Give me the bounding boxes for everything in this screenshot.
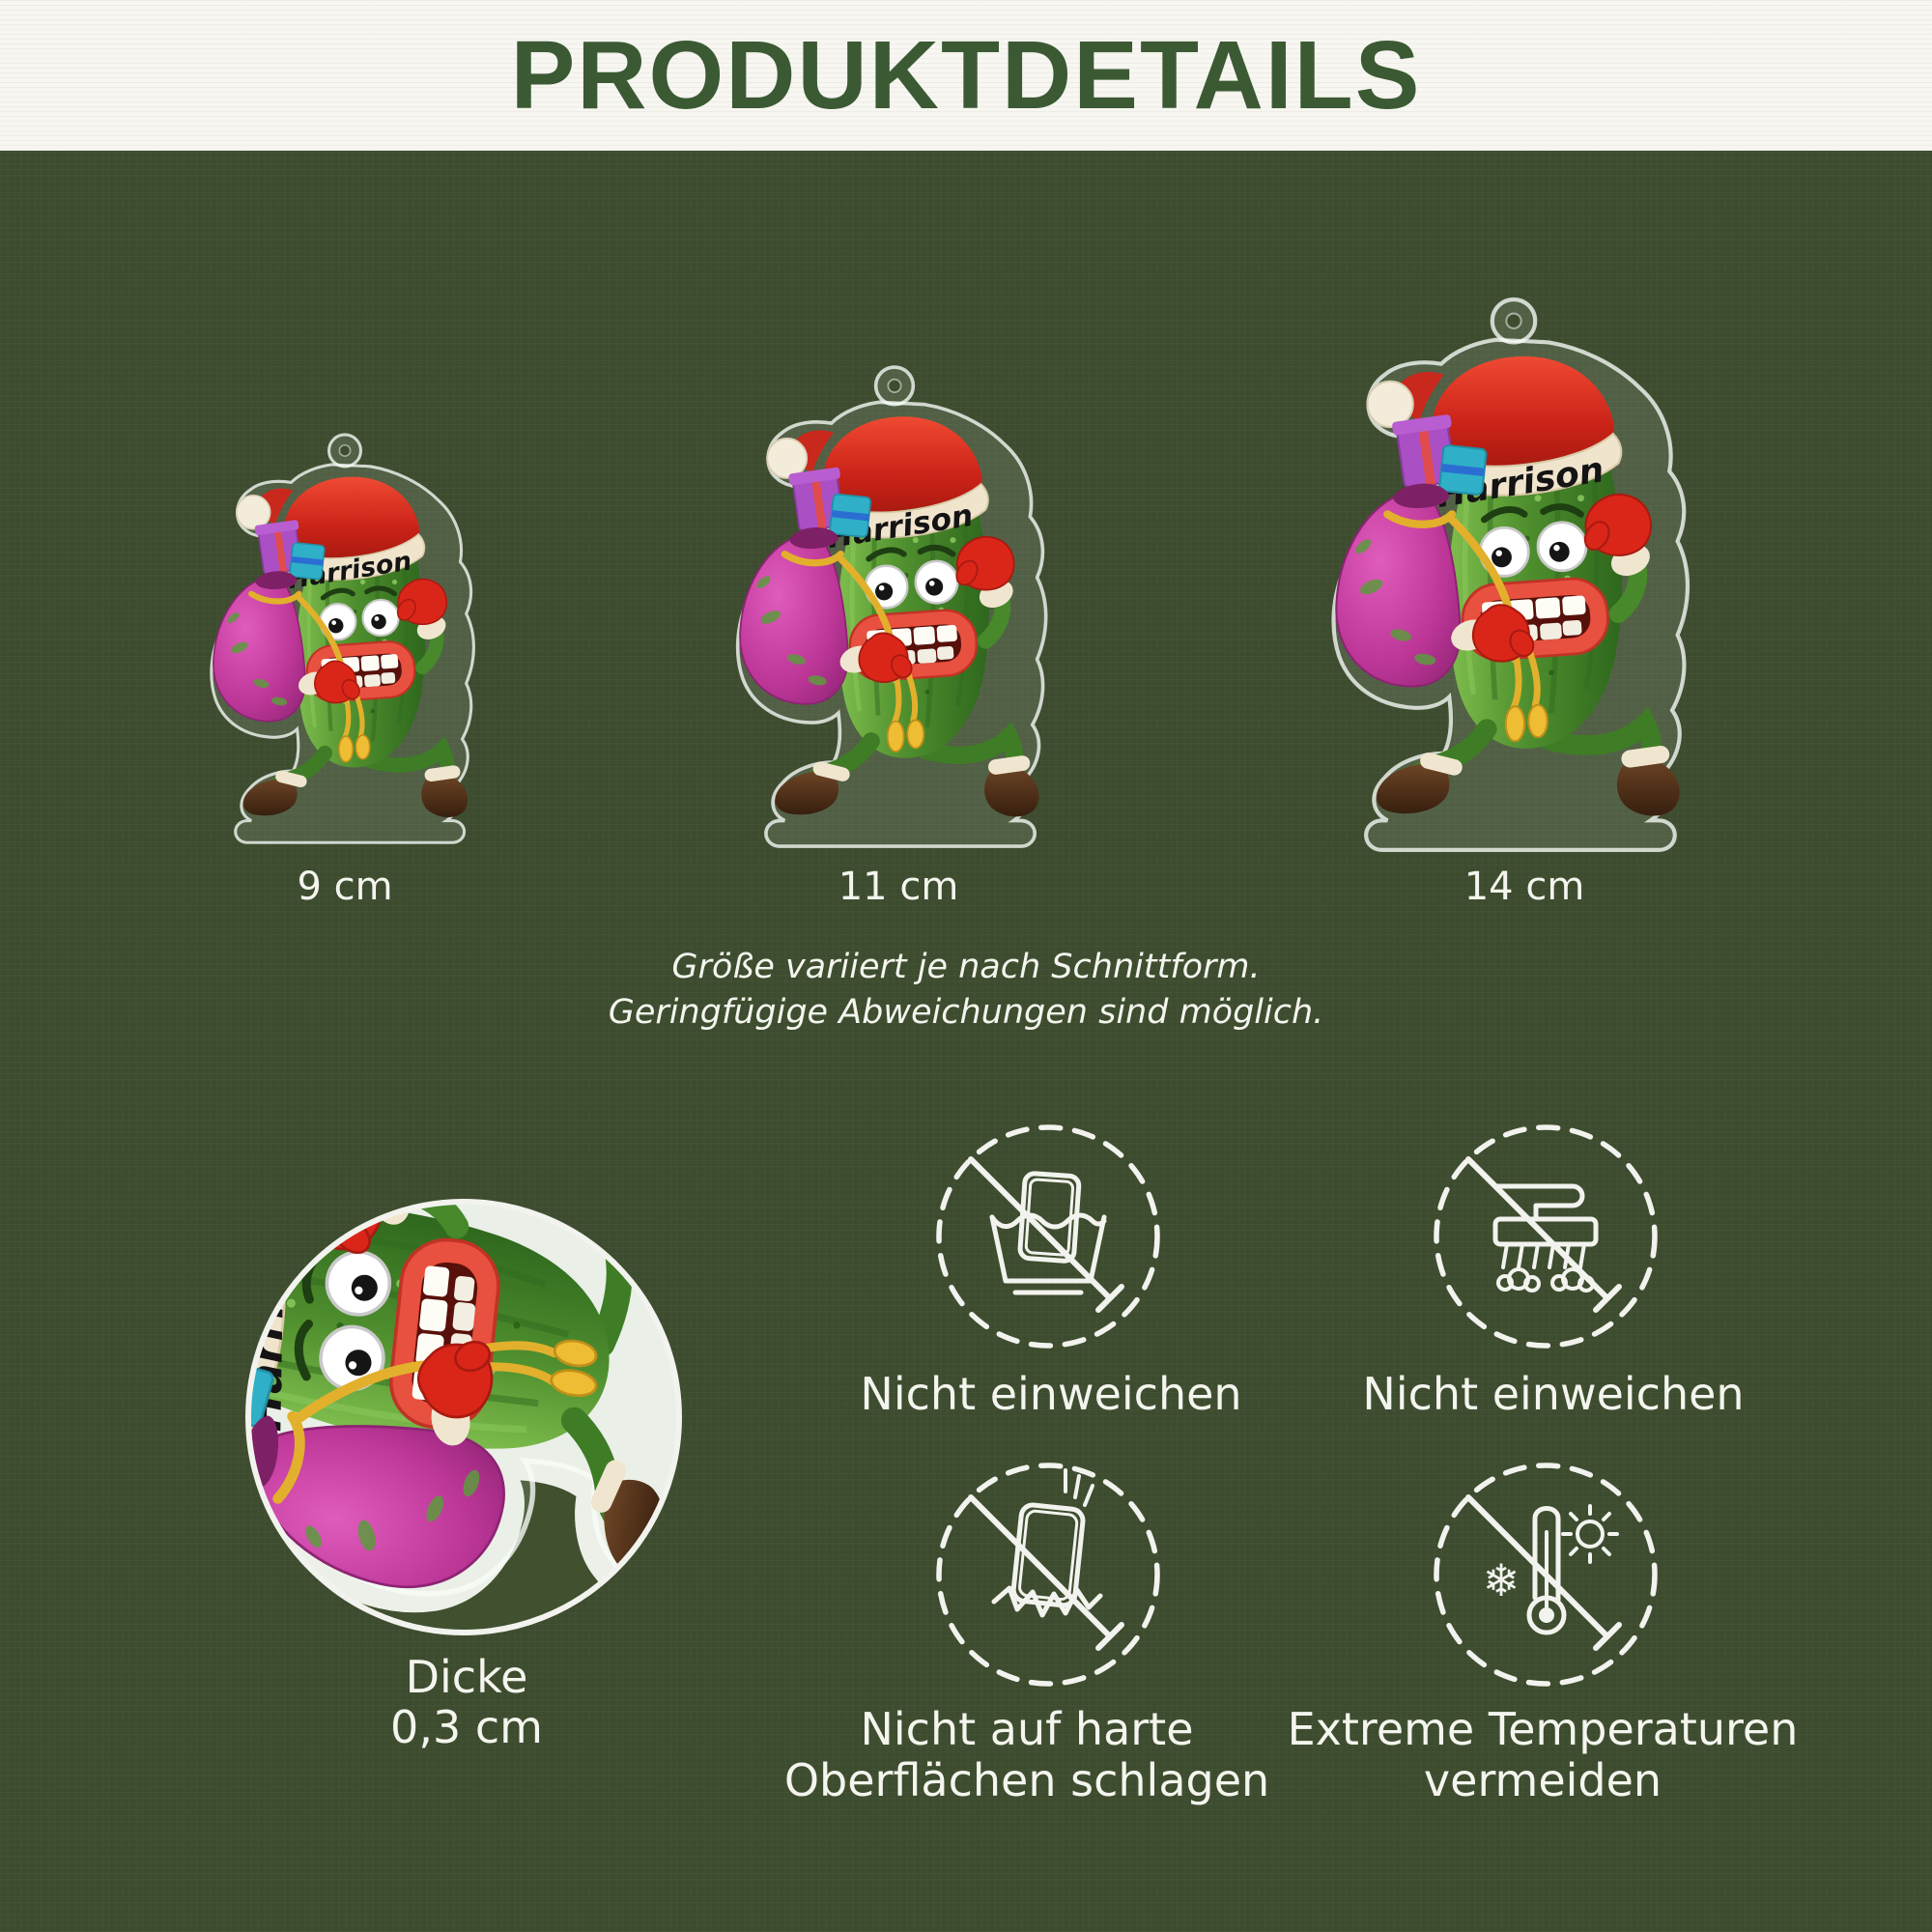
care-label-temperature-line1: Extreme Temperaturen xyxy=(1287,1703,1799,1755)
care-label-temperature-line2: vermeiden xyxy=(1423,1754,1662,1806)
thickness-title: Dicke xyxy=(405,1651,528,1704)
no-scrubbing-icon xyxy=(1434,1124,1658,1349)
size-label-14cm: 14 cm xyxy=(1463,865,1585,909)
size-label-11cm: 11 cm xyxy=(838,865,959,909)
header-band: PRODUKTDETAILS xyxy=(0,0,1932,151)
page-title: PRODUKTDETAILS xyxy=(510,21,1422,129)
ornament-size-9cm xyxy=(212,435,474,842)
ornament-size-11cm xyxy=(738,367,1046,846)
prohibition-slash xyxy=(968,1156,1124,1313)
thickness-value: 0,3 cm xyxy=(390,1701,543,1754)
no-hard-surface-impact-icon xyxy=(936,1463,1160,1687)
size-note-line1: Größe variiert je nach Schnittform. xyxy=(671,948,1261,986)
thickness-closeup-inset xyxy=(245,1199,682,1635)
care-label-no-impact-line2: Oberflächen schlagen xyxy=(783,1754,1270,1806)
sun-glyph xyxy=(1561,1504,1619,1564)
size-note-line2: Geringfügige Abweichungen sind möglich. xyxy=(608,993,1324,1032)
prohibition-slash xyxy=(1465,1156,1622,1313)
no-soaking-icon xyxy=(936,1124,1160,1349)
care-label-no-soaking: Nicht einweichen xyxy=(860,1368,1242,1420)
prohibition-slash xyxy=(968,1494,1124,1651)
inset-circle-border xyxy=(245,1199,682,1635)
care-label-no-scrubbing: Nicht einweichen xyxy=(1362,1368,1745,1420)
snowflake-glyph: ❄ xyxy=(1483,1554,1520,1606)
prohibition-slash xyxy=(1465,1494,1622,1651)
size-label-9cm: 9 cm xyxy=(297,865,393,909)
ornament-size-14cm xyxy=(1334,299,1688,850)
care-label-no-impact-line1: Nicht auf harte xyxy=(860,1703,1194,1755)
no-extreme-temperature-icon: ❄ xyxy=(1434,1463,1658,1687)
thermometer-glyph xyxy=(1526,1506,1567,1635)
